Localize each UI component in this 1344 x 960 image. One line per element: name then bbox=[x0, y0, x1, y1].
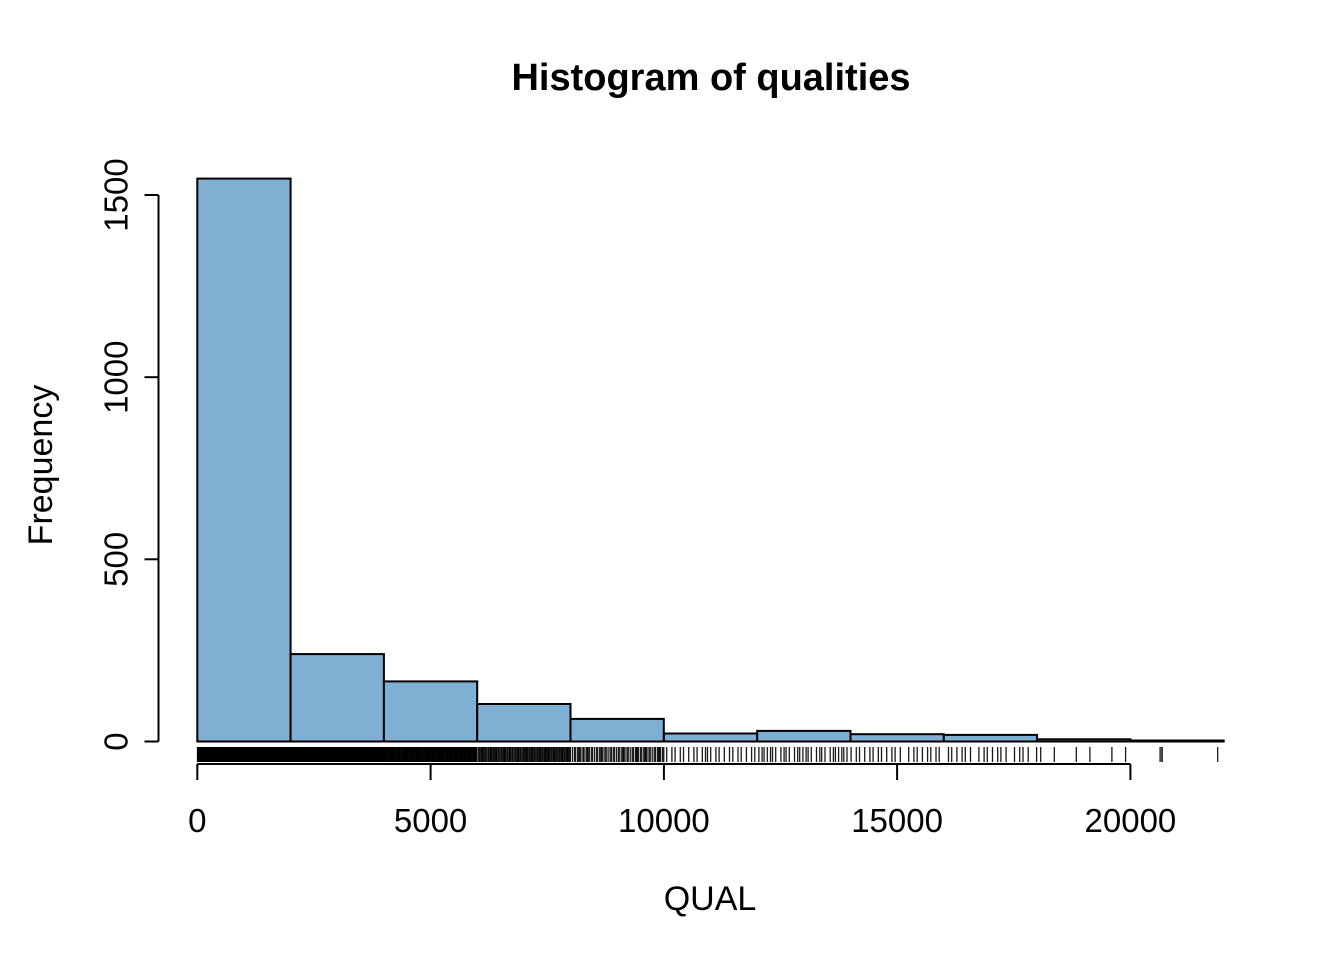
x-axis-title: QUAL bbox=[664, 880, 757, 918]
histogram-bar bbox=[569, 717, 665, 743]
histogram-bar bbox=[476, 703, 572, 743]
histogram-bar bbox=[382, 680, 479, 743]
rug-plot bbox=[196, 747, 1219, 762]
x-tick-label: 10000 bbox=[618, 802, 710, 839]
x-tick-label: 20000 bbox=[1085, 802, 1177, 839]
chart-title: Histogram of qualities bbox=[511, 57, 910, 99]
histogram-bar bbox=[942, 733, 1039, 743]
x-tick-label: 0 bbox=[188, 802, 206, 839]
histogram-bar bbox=[849, 733, 945, 743]
histogram-bar bbox=[756, 729, 852, 743]
histogram-bar bbox=[662, 732, 759, 743]
x-axis: 0 5000 10000 15000 20000 bbox=[188, 763, 1177, 839]
y-tick-label: 1000 bbox=[98, 340, 135, 413]
histogram-bar bbox=[196, 177, 292, 743]
y-tick-label: 500 bbox=[98, 532, 135, 587]
histogram-bar bbox=[289, 653, 385, 743]
x-tick-label: 5000 bbox=[394, 802, 467, 839]
y-tick-label: 0 bbox=[98, 732, 135, 750]
y-tick-label: 1500 bbox=[98, 158, 135, 231]
y-axis: 0 500 1000 1500 bbox=[98, 158, 160, 751]
histogram-bars bbox=[196, 177, 1225, 743]
x-tick-label: 15000 bbox=[851, 802, 943, 839]
histogram-bar bbox=[1129, 739, 1225, 743]
histogram-bar bbox=[1036, 738, 1132, 743]
y-axis-title: Frequency bbox=[22, 385, 60, 546]
